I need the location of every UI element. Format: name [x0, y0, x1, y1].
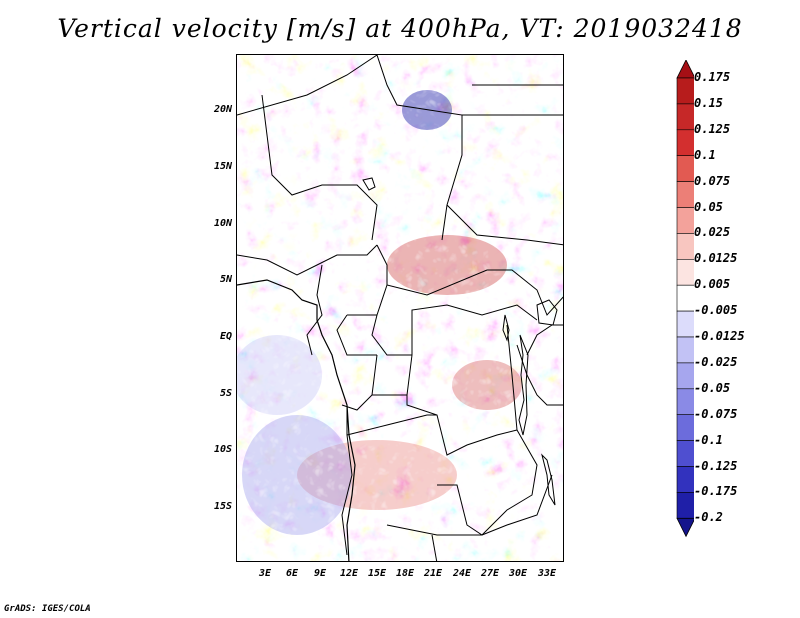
colorbar-label: 0.05 — [694, 199, 723, 214]
colorbar-swatch — [676, 440, 694, 467]
texture-overlay — [237, 55, 563, 561]
map-panel — [236, 54, 564, 562]
lat-label: 15S — [213, 501, 232, 512]
lake-chad — [362, 177, 376, 191]
colorbar-swatch — [676, 492, 694, 519]
lon-label: 12E — [339, 568, 359, 579]
lon-label: 15E — [367, 568, 387, 579]
lake-tanganyika — [518, 334, 529, 436]
colorbar — [676, 60, 694, 538]
colorbar-swatch — [676, 233, 694, 260]
lon-label: 21E — [423, 568, 443, 579]
colorbar-swatch — [676, 284, 694, 312]
lon-label: 30E — [508, 568, 528, 579]
colorbar-swatch — [676, 388, 694, 415]
lon-label: 18E — [395, 568, 415, 579]
lat-label: 5N — [219, 274, 232, 285]
lon-label: 24E — [452, 568, 472, 579]
colorbar-swatch — [676, 362, 694, 390]
colorbar-label: 0.005 — [694, 277, 731, 292]
colorbar-label: 0.1 — [694, 147, 716, 162]
coastline — [237, 279, 356, 561]
lat-label: 20N — [213, 104, 232, 115]
lake-kivu — [502, 314, 510, 342]
colorbar-swatch — [676, 77, 694, 105]
colorbar-label: 0.175 — [694, 70, 731, 84]
colorbar-label: -0.175 — [694, 484, 738, 499]
lake-victoria — [536, 299, 558, 326]
credit-text: GrADS: IGES/COLA — [4, 604, 91, 614]
lon-label: 27E — [480, 568, 500, 579]
colorbar-label: -0.05 — [694, 380, 731, 395]
colorbar-label: 0.125 — [694, 121, 731, 136]
colorbar-swatch — [676, 336, 694, 364]
colorbar-label: -0.2 — [694, 510, 723, 525]
lon-label: 9E — [313, 568, 327, 579]
colorbar-swatch — [676, 310, 694, 338]
lon-label: 6E — [285, 568, 299, 579]
colorbar-swatch — [676, 414, 694, 441]
lon-label: 33E — [537, 568, 557, 579]
colorbar-label: 0.075 — [694, 173, 731, 188]
lat-label: 10N — [213, 218, 232, 229]
velocity-field-map — [237, 55, 563, 561]
colorbar-label: 0.025 — [694, 225, 731, 240]
colorbar-label: -0.025 — [694, 354, 738, 369]
colorbar-swatch — [676, 181, 694, 208]
lat-label: 5S — [219, 388, 232, 399]
colorbar-label: -0.075 — [694, 406, 738, 421]
lat-label: EQ — [219, 331, 232, 342]
colorbar-label: -0.125 — [694, 458, 738, 473]
lat-label: 15N — [213, 161, 232, 172]
lake-malawi — [541, 453, 556, 506]
colorbar-swatch — [676, 103, 694, 131]
colorbar-max-arrow — [676, 60, 694, 79]
colorbar-swatch — [676, 155, 694, 182]
country-borders — [237, 55, 563, 561]
colorbar-swatch — [676, 207, 694, 234]
colorbar-label: 0.15 — [694, 95, 723, 110]
colorbar-label: 0.0125 — [694, 251, 738, 266]
colorbar-swatch — [676, 129, 694, 157]
lat-label: 10S — [213, 444, 232, 455]
colorbar-label: -0.0125 — [694, 329, 745, 343]
colorbar-label: -0.1 — [694, 432, 723, 447]
colorbar-min-arrow — [676, 517, 694, 538]
colorbar-label: -0.005 — [694, 303, 738, 318]
chart-title: Vertical velocity [m/s] at 400hPa, VT: 2… — [57, 14, 743, 43]
lon-label: 3E — [258, 568, 272, 579]
colorbar-swatch — [676, 466, 694, 493]
colorbar-swatch — [676, 259, 694, 286]
